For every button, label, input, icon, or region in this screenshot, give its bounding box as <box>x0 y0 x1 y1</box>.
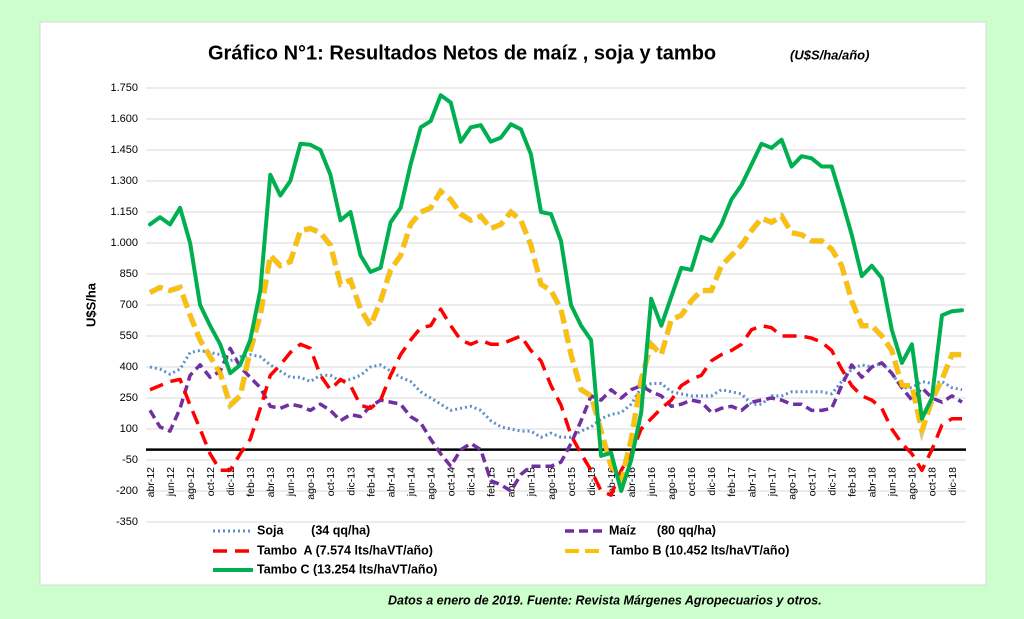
x-tick-label: dic-16 <box>706 467 718 496</box>
y-tick-label: -200 <box>116 485 138 497</box>
x-tick-label: ago-15 <box>546 467 558 500</box>
series-line <box>148 346 963 493</box>
y-tick-label: 700 <box>120 299 138 311</box>
legend-label: Tambo A (7.574 lts/haVT/año) <box>257 543 433 557</box>
legend-label: Soja (34 qq/ha) <box>257 523 370 537</box>
x-tick-label: ago-16 <box>666 467 678 500</box>
x-tick-label: ago-14 <box>425 467 437 500</box>
x-tick-label: dic-14 <box>466 467 478 496</box>
x-tick-label: oct-15 <box>566 467 578 496</box>
legend-label: Maíz (80 qq/ha) <box>609 523 716 537</box>
legend-label: Tambo C (13.254 lts/haVT/año) <box>257 562 437 576</box>
x-tick-label: feb-14 <box>365 467 377 497</box>
x-tick-label: ago-18 <box>907 467 919 500</box>
x-tick-label: dic-18 <box>947 467 959 496</box>
y-tick-label: 1.600 <box>110 113 138 125</box>
legend: Soja (34 qq/ha) Maíz (80 qq/ha) Tambo A (7… <box>213 523 789 576</box>
series-line <box>148 93 964 493</box>
x-tick-label: oct-12 <box>205 467 217 496</box>
y-tick-label: 1.750 <box>110 82 138 94</box>
x-tick-label: feb-17 <box>726 467 738 497</box>
series-line <box>149 189 962 483</box>
x-tick-label: abr-14 <box>385 467 397 498</box>
x-tick-label: oct-13 <box>325 467 337 496</box>
chart-area <box>39 21 987 586</box>
x-tick-label: jun-13 <box>285 467 297 497</box>
y-tick-label: 100 <box>120 423 138 435</box>
y-tick-label: 1.300 <box>110 175 138 187</box>
x-tick-label: jun-16 <box>646 467 658 497</box>
y-tick-label: 250 <box>120 392 138 404</box>
series-line <box>149 307 962 497</box>
y-axis-label: U$S/ha <box>83 282 98 327</box>
y-tick-label: 1.000 <box>110 237 138 249</box>
chart-subtitle: (U$S/ha/año) <box>790 47 869 62</box>
x-tick-label: oct-18 <box>927 467 939 496</box>
x-tick-label: ago-13 <box>305 467 317 500</box>
x-tick-label: jun-15 <box>526 467 538 497</box>
y-tick-label: 850 <box>120 268 138 280</box>
x-tick-label: feb-13 <box>245 467 257 497</box>
x-tick-label: jun-18 <box>887 467 899 497</box>
y-tick-label: -350 <box>116 516 138 528</box>
x-tick-label: feb-18 <box>847 467 859 497</box>
x-tick-label: jun-14 <box>405 467 417 497</box>
x-tick-label: oct-17 <box>806 467 818 496</box>
x-tick-label: oct-16 <box>686 467 698 496</box>
y-tick-label: 400 <box>120 361 138 373</box>
y-tick-label: -50 <box>122 454 138 466</box>
series-line <box>149 349 963 439</box>
x-tick-label: ago-12 <box>185 467 197 500</box>
footnote: Datos a enero de 2019. Fuente: Revista M… <box>388 593 822 607</box>
y-tick-label: 550 <box>120 330 138 342</box>
legend-label: Tambo B (10.452 lts/haVT/año) <box>609 543 789 557</box>
y-tick-label: 1.150 <box>110 206 138 218</box>
grid: -350 -200 -50 100 250 400 550 700 850 1.000 1.150 1… <box>110 82 966 528</box>
y-tick-label: 1.450 <box>110 144 138 156</box>
x-tick-label: dic-15 <box>586 467 598 496</box>
x-tick-label: oct-14 <box>446 467 458 496</box>
x-tick-label: dic-12 <box>225 467 237 496</box>
x-tick-label: abr-17 <box>746 467 758 498</box>
x-tick-label: jun-12 <box>165 467 177 497</box>
x-tick-label: dic-13 <box>345 467 357 496</box>
x-tick-label: abr-12 <box>145 467 157 498</box>
x-tick-label: abr-13 <box>265 467 277 498</box>
x-tick-label: abr-18 <box>867 467 879 498</box>
x-tick-label: abr-16 <box>626 467 638 498</box>
x-tick-label: ago-17 <box>786 467 798 500</box>
x-tick-label: dic-17 <box>826 467 838 496</box>
x-tick-label: jun-17 <box>766 467 778 497</box>
chart-title: Gráfico N°1: Resultados Netos de maíz , … <box>208 42 716 64</box>
plot <box>148 93 964 497</box>
